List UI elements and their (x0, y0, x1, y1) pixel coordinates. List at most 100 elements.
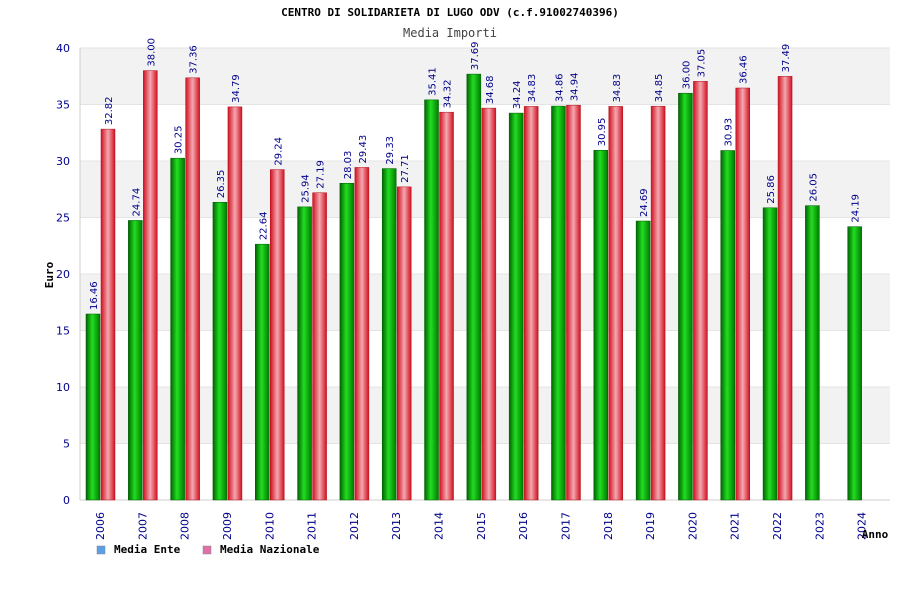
value-label: 34.24 (512, 80, 523, 109)
bar-media-ente-2011 (297, 206, 312, 501)
value-label: 37.49 (781, 44, 792, 73)
bars: 16.46 32.82 24.74 38.00 30.25 37.36 26.35 34.79… (85, 38, 862, 501)
x-tick-label: 2015 (475, 512, 488, 540)
value-label: 28.03 (343, 151, 354, 180)
bar-media-ente-2020 (678, 92, 693, 501)
value-label: 26.35 (216, 170, 227, 199)
value-label: 30.95 (597, 118, 608, 147)
x-tick-label: 2014 (433, 512, 446, 540)
x-tick-label: 2023 (813, 512, 826, 540)
value-label: 37.05 (696, 49, 707, 78)
y-tick-label: 30 (56, 155, 70, 168)
bar-media-nazionale-2007 (143, 70, 158, 501)
bar-media-nazionale-2021 (735, 87, 750, 501)
x-tick-label: 2020 (686, 512, 699, 540)
x-tick-label: 2024 (856, 512, 869, 540)
value-label: 34.79 (231, 74, 242, 103)
bar-media-nazionale-2006 (100, 128, 116, 501)
y-axis-ticks: 0 5 10 15 20 25 30 35 40 (56, 42, 70, 507)
value-label: 35.41 (428, 67, 439, 96)
value-label: 34.94 (569, 73, 580, 102)
grid-band (80, 48, 890, 105)
value-label: 25.86 (766, 175, 777, 204)
bar-media-ente-2006 (85, 313, 101, 501)
x-tick-label: 2010 (263, 512, 276, 540)
value-label: 38.00 (146, 38, 157, 67)
x-tick-label: 2007 (136, 512, 149, 540)
bar-media-ente-2024 (847, 226, 862, 501)
value-label: 24.19 (851, 194, 862, 223)
x-tick-label: 2018 (602, 512, 615, 540)
value-label: 16.46 (89, 281, 100, 310)
bar-media-ente-2022 (762, 207, 778, 501)
bar-media-ente-2007 (128, 220, 143, 501)
x-tick-label: 2021 (729, 512, 742, 540)
value-label: 25.94 (301, 174, 312, 203)
y-tick-label: 25 (56, 212, 70, 225)
bar-media-nazionale-2014 (439, 111, 454, 501)
x-tick-label: 2017 (559, 512, 572, 540)
bar-media-ente-2023 (805, 205, 820, 501)
bar-media-nazionale-2018 (608, 106, 624, 501)
legend-swatch-ente (96, 545, 106, 555)
bar-media-nazionale-2013 (396, 186, 412, 501)
y-tick-label: 20 (56, 268, 70, 281)
x-tick-label: 2016 (517, 512, 530, 540)
bar-media-nazionale-2022 (777, 76, 793, 501)
value-label: 34.86 (554, 73, 565, 102)
y-tick-label: 15 (56, 325, 70, 338)
bar-media-nazionale-2012 (354, 167, 370, 501)
x-tick-label: 2011 (306, 512, 319, 540)
bar-media-ente-2012 (339, 183, 355, 501)
bar-media-nazionale-2009 (227, 106, 243, 501)
value-label: 24.69 (639, 188, 650, 217)
x-tick-label: 2006 (94, 512, 107, 540)
value-label: 34.83 (527, 74, 538, 103)
value-label: 36.46 (739, 55, 750, 84)
y-tick-label: 35 (56, 99, 70, 112)
value-label: 34.83 (612, 74, 623, 103)
value-label: 27.19 (316, 160, 327, 189)
y-tick-label: 10 (56, 381, 70, 394)
x-tick-label: 2009 (221, 512, 234, 540)
bar-media-ente-2008 (170, 157, 185, 501)
bar-media-ente-2013 (381, 168, 397, 501)
y-tick-label: 40 (56, 42, 70, 55)
bar-media-ente-2015 (466, 73, 482, 501)
bar-media-nazionale-2016 (523, 106, 539, 501)
value-label: 24.74 (131, 188, 142, 217)
bar-media-ente-2014 (424, 99, 439, 501)
value-label: 36.00 (681, 61, 692, 90)
value-label: 34.85 (654, 74, 665, 103)
y-tick-label: 0 (63, 494, 70, 507)
x-tick-label: 2022 (771, 512, 784, 540)
bar-media-nazionale-2017 (566, 104, 581, 501)
y-tick-label: 5 (63, 438, 70, 451)
bar-media-nazionale-2010 (270, 169, 285, 501)
bar-media-ente-2017 (551, 105, 566, 501)
value-label: 29.24 (273, 137, 284, 166)
value-label: 27.71 (400, 154, 411, 183)
y-axis-label: Euro (43, 261, 56, 288)
value-label: 37.36 (189, 45, 200, 74)
bar-media-nazionale-2015 (481, 107, 497, 501)
value-label: 32.82 (104, 96, 115, 125)
chart-title: CENTRO DI SOLIDARIETA DI LUGO ODV (c.f.9… (281, 6, 619, 19)
x-tick-label: 2008 (179, 512, 192, 540)
bar-media-ente-2010 (255, 243, 270, 501)
x-axis-ticks: 2006 2007 2008 2009 2010 2011 2012 2013 2014 2015… (94, 512, 869, 540)
value-label: 22.64 (258, 212, 269, 241)
x-tick-label: 2013 (390, 512, 403, 540)
bar-media-ente-2018 (593, 150, 609, 501)
value-label: 26.05 (808, 173, 819, 202)
x-axis-label: Anno (862, 528, 889, 541)
bar-media-nazionale-2019 (650, 105, 666, 501)
legend-label-ente: Media Ente (114, 543, 181, 556)
legend-swatch-nazionale (202, 545, 212, 555)
value-label: 34.32 (443, 80, 454, 109)
x-tick-label: 2019 (644, 512, 657, 540)
chart-subtitle: Media Importi (403, 26, 497, 40)
bar-media-ente-2019 (635, 220, 651, 501)
value-label: 37.69 (470, 41, 481, 70)
